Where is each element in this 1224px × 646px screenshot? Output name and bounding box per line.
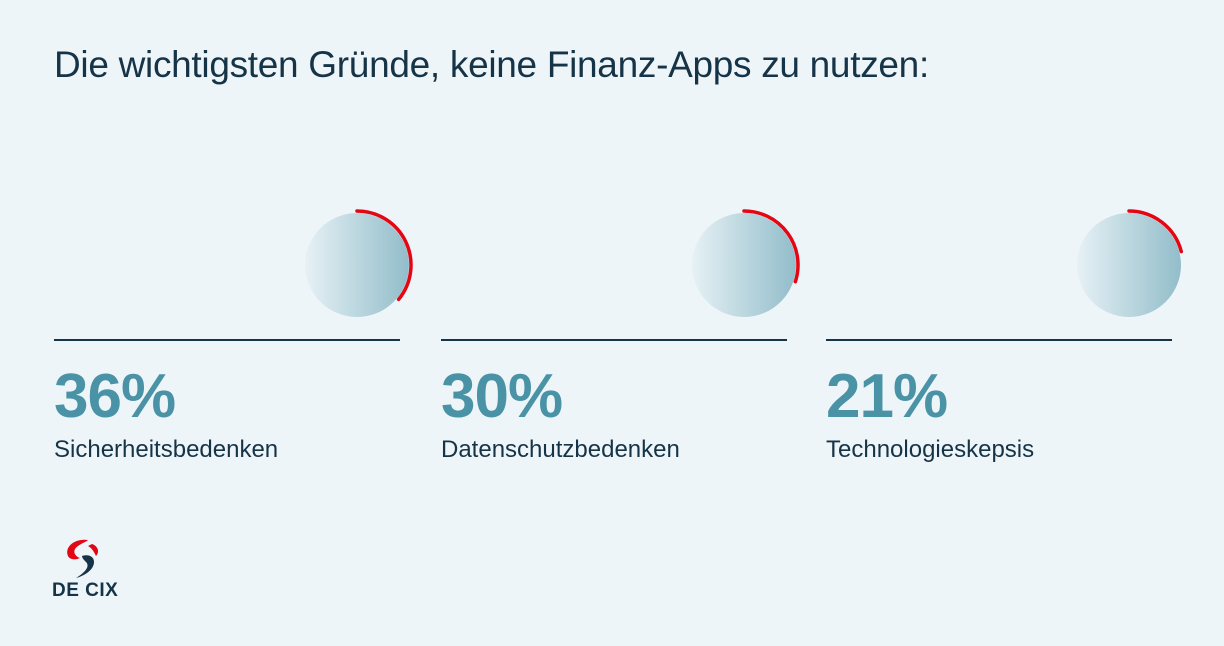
de-cix-logo: DE CIX bbox=[52, 538, 132, 608]
stat-label: Technologieskepsis bbox=[826, 436, 1035, 463]
stat-card: 30% Datenschutzbedenken bbox=[441, 190, 800, 470]
divider bbox=[54, 339, 400, 341]
de-cix-logo-icon bbox=[67, 539, 99, 578]
stat-value: 30% bbox=[441, 362, 563, 431]
divider bbox=[441, 339, 787, 341]
donut-chart bbox=[692, 209, 800, 317]
stat-value: 36% bbox=[54, 362, 176, 431]
stat-label: Sicherheitsbedenken bbox=[54, 436, 279, 463]
divider bbox=[826, 339, 1172, 341]
donut-chart bbox=[1077, 209, 1184, 317]
stat-card: 21% Technologieskepsis bbox=[826, 190, 1184, 470]
donut-disc bbox=[1077, 213, 1181, 317]
stat-value: 21% bbox=[826, 362, 948, 431]
page-title: Die wichtigsten Gründe, keine Finanz-App… bbox=[54, 44, 929, 85]
stat-label: Datenschutzbedenken bbox=[441, 436, 680, 463]
stat-card: 36% Sicherheitsbedenken bbox=[54, 190, 413, 470]
donut-arc-technologieskepsis bbox=[1127, 209, 1184, 254]
donut-arc-sicherheitsbedenken bbox=[355, 209, 413, 302]
donut-arc-datenschutzbedenken bbox=[742, 209, 800, 284]
donut-chart bbox=[305, 209, 413, 317]
donut-disc bbox=[692, 213, 796, 317]
donut-disc bbox=[305, 213, 409, 317]
logo-wordmark: DE CIX bbox=[52, 580, 119, 601]
